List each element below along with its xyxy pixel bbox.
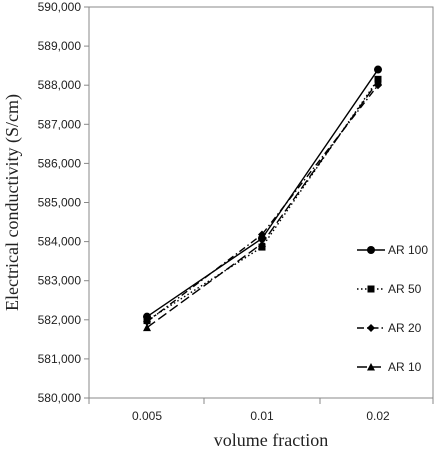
legend-label: AR 20: [388, 321, 422, 335]
legend-marker: [367, 324, 375, 332]
series-line: [146, 69, 379, 318]
y-ticks: 580,000 581,000 582,000 583,000 584,000 585,0…: [38, 0, 89, 405]
y-tick-label: 590,000: [38, 0, 82, 14]
legend-label: AR 100: [388, 243, 428, 257]
legend-marker: [367, 246, 375, 254]
y-tick-label: 583,000: [38, 274, 82, 288]
series-ar-50: [143, 75, 382, 325]
y-tick-label: 587,000: [38, 117, 82, 131]
legend-marker: [367, 285, 375, 293]
x-tick-label: 0.005: [132, 409, 162, 423]
series-ar-20: [143, 81, 382, 326]
y-axis-label: Electrical conductivity (S/cm): [2, 94, 23, 311]
legend-item: AR 50: [357, 282, 422, 296]
legend-item: AR 20: [357, 321, 422, 335]
series-line: [146, 80, 379, 329]
y-tick-label: 588,000: [38, 78, 82, 92]
y-tick-label: 585,000: [38, 196, 82, 210]
series-line: [146, 78, 379, 322]
y-tick-label: 584,000: [38, 235, 82, 249]
data-point: [258, 230, 266, 239]
plot-frame: [88, 6, 434, 399]
x-ticks: 0.005 0.01 0.02: [88, 398, 434, 423]
axes: [88, 6, 434, 399]
legend: AR 100 AR 50 AR 20 AR 10: [357, 243, 428, 374]
data-point: [258, 239, 266, 248]
x-tick-label: 0.01: [250, 409, 274, 423]
series-line: [146, 84, 379, 323]
data-point: [143, 323, 151, 332]
legend-label: AR 10: [388, 360, 422, 374]
legend-label: AR 50: [388, 282, 422, 296]
legend-marker: [367, 363, 375, 371]
data-point: [258, 243, 266, 251]
y-tick-label: 582,000: [38, 313, 82, 327]
legend-item: AR 10: [357, 360, 422, 374]
series-group: [143, 65, 382, 332]
data-point: [374, 65, 382, 74]
x-axis-label: volume fraction: [214, 430, 328, 450]
data-point: [374, 77, 382, 85]
y-tick-label: 589,000: [38, 39, 82, 53]
data-point: [143, 317, 151, 326]
x-tick-label: 0.02: [366, 409, 390, 423]
y-tick-label: 581,000: [38, 352, 82, 366]
legend-item: AR 100: [357, 243, 428, 257]
y-tick-label: 580,000: [38, 391, 82, 405]
series-ar-100: [143, 65, 382, 321]
series-ar-10: [143, 77, 382, 332]
y-tick-label: 586,000: [38, 156, 82, 170]
